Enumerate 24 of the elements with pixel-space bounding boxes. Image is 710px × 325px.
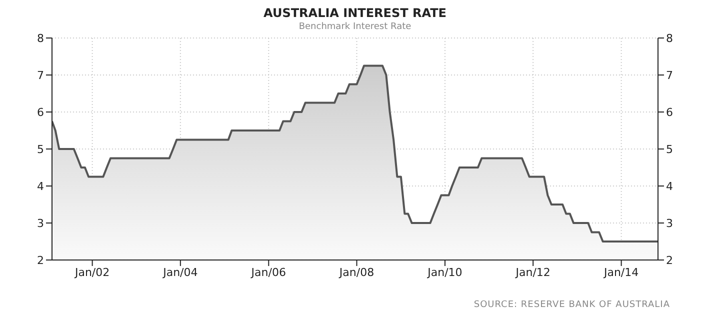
y2-tick-label: 7 — [666, 68, 673, 82]
chart-title: AUSTRALIA INTEREST RATE — [262, 6, 448, 20]
x-tick-label: Jan/08 — [338, 266, 374, 279]
y-tick-label: 2 — [37, 254, 44, 267]
y-tick-label: 7 — [37, 68, 44, 82]
y-tick-label: 6 — [37, 106, 44, 119]
y2-tick-label: 2 — [666, 254, 673, 267]
x-tick-label: Jan/10 — [426, 266, 462, 279]
chart-subtitle: Benchmark Interest Rate — [298, 22, 412, 32]
y-tick-label: 3 — [37, 216, 44, 230]
y-tick-label: 4 — [37, 180, 44, 193]
x-tick-label: Jan/12 — [514, 266, 550, 279]
x-tick-label: Jan/06 — [250, 266, 286, 279]
x-tick-label: Jan/02 — [74, 266, 110, 279]
y-tick-label: 8 — [37, 32, 44, 45]
y2-tick-label: 3 — [666, 216, 673, 230]
y2-tick-label: 4 — [666, 180, 673, 193]
x-tick-label: Jan/04 — [162, 266, 198, 279]
y2-tick-label: 5 — [666, 142, 673, 156]
x-tick-label: Jan/14 — [602, 266, 639, 279]
source-note: SOURCE: RESERVE BANK OF AUSTRALIA — [474, 300, 670, 310]
y2-tick-label: 6 — [666, 106, 673, 119]
y-tick-label: 5 — [37, 142, 44, 156]
y2-tick-label: 8 — [666, 32, 673, 45]
